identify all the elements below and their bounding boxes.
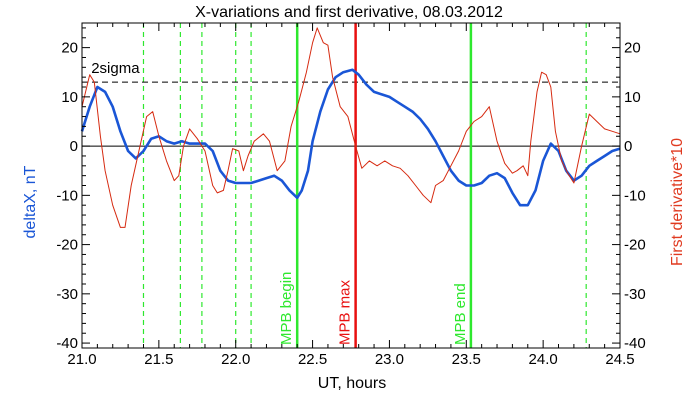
marker-label-1: MPB max: [337, 279, 354, 345]
chart-title: X-variations and first derivative, 08.03…: [195, 4, 503, 21]
threshold-label: 2sigma: [91, 60, 140, 77]
x-axis-label: UT, hours: [318, 375, 386, 392]
marker-label-0: MPB begin: [278, 272, 295, 345]
y-tick-label-left-2: -20: [56, 237, 78, 254]
y-tick-label-left-0: -40: [56, 335, 78, 352]
y-tick-label-right-4: 0: [624, 138, 632, 155]
y-tick-label-left-6: 20: [61, 40, 78, 57]
plot-area: 2sigma MPB begin MPB max MPB end 21.0 21.5 22.…: [56, 22, 646, 368]
y-tick-label-right-6: 20: [624, 40, 641, 57]
y-tick-label-right-2: -20: [624, 237, 646, 254]
x-tick-label-2: 22.0: [221, 351, 250, 368]
y-axis-right-label: First derivative*10: [669, 138, 686, 266]
x-tick-label-3: 22.5: [298, 351, 327, 368]
y-axis-left-label: deltaX, nT: [22, 165, 39, 238]
y-tick-label-right-3: -10: [624, 187, 646, 204]
x-tick-label-1: 21.5: [144, 351, 173, 368]
y-tick-label-left-5: 10: [61, 89, 78, 106]
y-tick-label-right-1: -30: [624, 286, 646, 303]
marker-label-2: MPB end: [452, 283, 469, 345]
x-tick-label-5: 23.5: [452, 351, 481, 368]
y-tick-label-left-3: -10: [56, 187, 78, 204]
y-tick-label-right-5: 10: [624, 89, 641, 106]
x-tick-label-6: 24.0: [529, 351, 558, 368]
x-tick-label-4: 23.0: [375, 351, 404, 368]
y-tick-label-right-0: -40: [624, 335, 646, 352]
series-line-first-derivative-10: [81, 27, 621, 228]
y-tick-label-left-1: -30: [56, 286, 78, 303]
series-line-deltax: [80, 68, 621, 207]
x-tick-label-0: 21.0: [67, 351, 96, 368]
y-tick-label-left-4: 0: [70, 138, 78, 155]
x-tick-label-7: 24.5: [605, 351, 634, 368]
